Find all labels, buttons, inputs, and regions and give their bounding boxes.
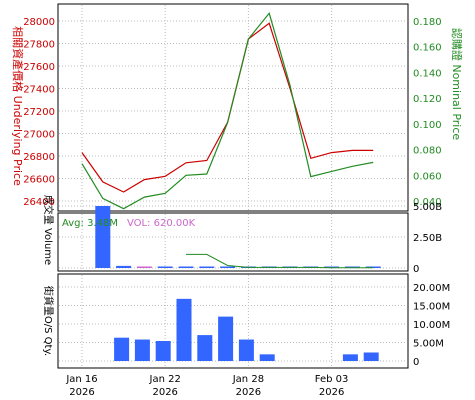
left-axis-tick-label: 27000: [23, 130, 55, 141]
os-qty-tick-label: 15.00M: [413, 302, 450, 313]
volume-bar: [365, 266, 381, 268]
left-axis-tick-label: 27600: [23, 62, 55, 73]
os-qty-tick-label: 5.00M: [413, 339, 444, 350]
volume-bar: [157, 266, 173, 268]
price-panel: [57, 3, 409, 212]
tick-labels: 26400 26600 26800 27000 27200 27400 27600 27800…: [23, 17, 450, 398]
os-qty-bar: [155, 341, 171, 361]
right-axis-tick-label: 0.100: [413, 120, 442, 131]
left-axis-tick-label: 26800: [23, 152, 55, 163]
volume-bar: [136, 266, 152, 268]
x-tick-label-year: 2026: [152, 387, 177, 398]
volume-latest-label: VOL: 620.00K: [127, 218, 196, 229]
os-qty-tick-label: 0: [413, 357, 419, 368]
x-tick-label-date: Jan 28: [232, 374, 264, 385]
os-qty-bar: [238, 339, 254, 361]
left-axis-tick-label: 26600: [23, 175, 55, 186]
os-qty-bar: [176, 298, 192, 361]
right-axis-tick-label: 0.120: [413, 94, 442, 105]
volume-tick-label: 2.50B: [413, 233, 442, 244]
right-axis-tick-label: 0.160: [413, 43, 442, 54]
right-axis-tick-label: 0.060: [413, 171, 442, 182]
price-right-axis-title: 認購證 Nominal Price: [450, 28, 464, 141]
right-axis-tick-label: 0.040: [413, 197, 442, 208]
os-qty-bar: [197, 335, 213, 361]
os-qty-axis-title: 街貨量O/S Qty.: [42, 286, 55, 356]
volume-bar: [344, 266, 360, 268]
left-axis-tick-label: 27400: [23, 85, 55, 96]
x-tick-label-date: Jan 22: [149, 374, 181, 385]
volume-bar: [116, 265, 132, 268]
os-qty-bar: [363, 352, 379, 361]
x-tick-label-year: 2026: [319, 387, 344, 398]
right-axis-tick-label: 0.140: [413, 68, 442, 79]
volume-average-label: Avg: 3.48M: [62, 218, 118, 229]
volume-bar: [178, 266, 194, 268]
os-qty-bar: [114, 337, 130, 361]
volume-axis-title: 成交量 Volume: [42, 195, 55, 265]
x-tick-label-year: 2026: [236, 387, 261, 398]
left-axis-tick-label: 27200: [23, 107, 55, 118]
volume-average-line: [186, 253, 374, 269]
x-tick-label-year: 2026: [69, 387, 94, 398]
right-axis-tick-label: 0.180: [413, 17, 442, 28]
volume-bar: [95, 206, 111, 268]
left-axis-tick-label: 26400: [23, 197, 55, 208]
left-axis-tick-label: 27800: [23, 40, 55, 51]
volume-bar: [199, 266, 215, 268]
os-qty-bar: [259, 354, 275, 361]
bar-marks: [95, 206, 381, 361]
x-tick-label-date: Feb 03: [315, 374, 349, 385]
right-axis-tick-label: 0.080: [413, 146, 442, 157]
nominal-price-line: [81, 12, 374, 210]
volume-bar: [220, 266, 236, 268]
os-qty-bar: [342, 354, 358, 361]
left-axis-tick-label: 28000: [23, 17, 55, 28]
volume-panel: [57, 212, 409, 272]
volume-tick-label: 5.00B: [413, 202, 442, 213]
os-qty-tick-label: 20.00M: [413, 283, 450, 294]
x-tick-label-date: Jan 16: [65, 374, 97, 385]
price-left-axis-title: 相關資產價格 Underlying Price: [11, 26, 25, 186]
os-qty-tick-label: 10.00M: [413, 320, 450, 331]
line-marks: [81, 12, 374, 269]
volume-tick-label: 0: [413, 264, 419, 275]
os-qty-bar: [134, 339, 150, 361]
volume-bar: [324, 266, 340, 268]
os-qty-bar: [218, 316, 234, 361]
